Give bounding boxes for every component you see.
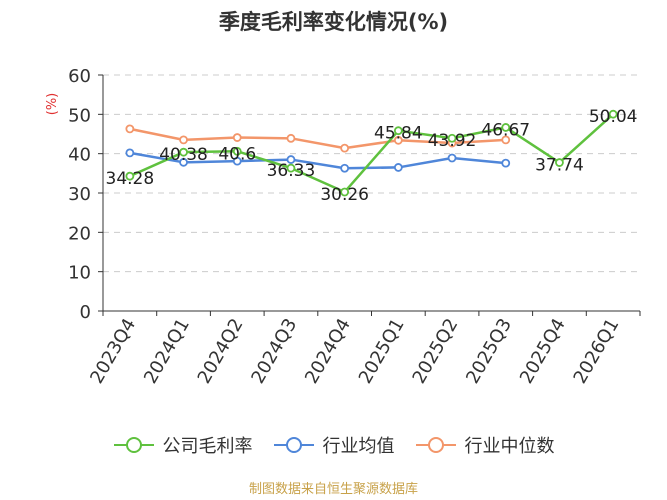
data-point	[340, 163, 350, 173]
y-tick-label: 0	[80, 302, 91, 323]
legend-item: 行业中位数	[415, 432, 555, 458]
data-point	[393, 135, 403, 145]
data-point	[286, 163, 296, 173]
data-point	[125, 148, 135, 158]
series-line	[129, 113, 614, 194]
x-tick-label: 2025Q1	[355, 315, 409, 387]
data-label: 37.74	[535, 156, 584, 176]
data-point	[232, 156, 242, 166]
data-point	[125, 171, 135, 181]
x-tick-label: 2024Q4	[301, 315, 355, 387]
source-note: 制图数据来自恒生聚源数据库	[248, 482, 418, 497]
data-point	[393, 126, 403, 136]
legend-swatch	[415, 437, 456, 453]
data-label: 36.33	[267, 161, 316, 181]
data-point	[232, 146, 242, 156]
series-line	[129, 127, 506, 150]
data-point	[608, 109, 618, 119]
data-point	[232, 133, 242, 142]
y-tick-label: 40	[68, 145, 91, 166]
data-label: 50.04	[589, 107, 638, 127]
data-point	[447, 133, 457, 143]
data-point	[501, 123, 511, 132]
y-tick-label: 20	[68, 223, 91, 244]
legend: 公司毛利率 行业均值 行业中位数	[0, 432, 667, 458]
x-tick-label: 2024Q2	[194, 315, 248, 387]
legend-item: 行业均值	[273, 432, 395, 458]
y-tick-label: 50	[68, 105, 91, 126]
line-chart: 0 10 20 30 40 50 60 (%) 2023Q4 2024Q1 2024Q2 2024Q3…	[45, 66, 641, 387]
chart-title: 季度毛利率变化情况(%)	[218, 10, 449, 34]
data-label: 43.92	[428, 131, 477, 151]
legend-label: 公司毛利率	[162, 436, 253, 457]
y-axis-label: (%)	[45, 93, 60, 116]
data-point	[555, 158, 564, 167]
x-tick-label: 2025Q2	[408, 315, 462, 387]
x-tick-label: 2025Q3	[462, 315, 516, 387]
data-point	[179, 135, 188, 145]
x-tick-label: 2025Q4	[516, 315, 570, 387]
data-point	[447, 153, 457, 163]
data-label: 40.6	[218, 144, 256, 164]
legend-marker	[125, 437, 142, 453]
legend-label: 行业中位数	[464, 436, 555, 457]
y-tick-label: 60	[68, 66, 91, 87]
legend-marker	[427, 437, 444, 453]
data-point	[286, 155, 296, 164]
legend-swatch	[273, 437, 314, 453]
data-point	[340, 187, 350, 197]
data-point	[501, 158, 511, 168]
data-point	[340, 143, 350, 153]
data-point	[179, 157, 188, 167]
legend-item: 公司毛利率	[113, 432, 253, 458]
data-label: 45.84	[374, 124, 423, 144]
data-point	[393, 163, 403, 172]
y-tick-label: 10	[68, 263, 91, 284]
data-point	[179, 147, 188, 157]
y-tick-label: 30	[68, 184, 91, 205]
legend-swatch	[113, 437, 154, 453]
data-label: 34.28	[106, 169, 155, 189]
data-point	[125, 124, 135, 134]
x-tick-label: 2024Q1	[140, 315, 194, 387]
x-tick-label: 2023Q4	[86, 315, 140, 387]
legend-label: 行业均值	[322, 436, 395, 457]
data-point	[286, 133, 296, 143]
series-line	[129, 151, 506, 170]
data-label: 40.38	[159, 145, 208, 165]
x-tick-label: 2026Q1	[570, 315, 624, 387]
data-point	[501, 135, 511, 145]
x-tick-label: 2024Q3	[247, 315, 301, 387]
legend-marker	[285, 437, 302, 453]
data-label: 46.67	[481, 120, 530, 140]
data-label: 30.26	[320, 185, 369, 205]
